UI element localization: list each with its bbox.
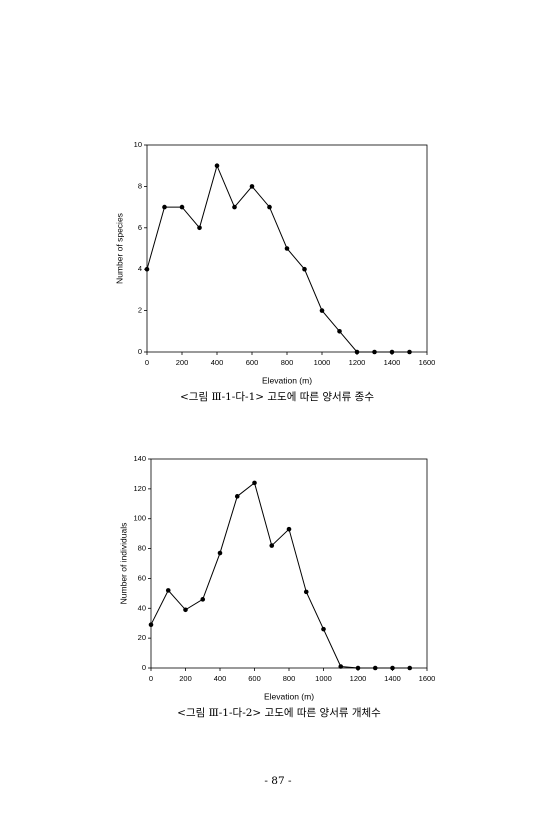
data-point	[390, 665, 395, 671]
x-tick-label: 400	[211, 358, 224, 367]
x-tick-label: 0	[145, 358, 149, 367]
y-axis-label: Number of individuals	[118, 523, 128, 605]
data-point	[162, 204, 167, 210]
data-point	[249, 184, 255, 189]
data-point	[286, 526, 292, 532]
x-axis-label: Elevation (m)	[262, 375, 312, 385]
data-point	[183, 607, 188, 613]
data-point	[337, 329, 342, 334]
x-tick-label: 0	[149, 674, 153, 683]
data-point	[197, 225, 202, 231]
y-tick-label: 60	[138, 573, 146, 582]
caption: <그림 Ⅲ-1-다-1> 고도에 따른 양서류 종수	[180, 391, 374, 403]
x-tick-label: 600	[246, 358, 259, 367]
data-point	[269, 543, 275, 548]
y-tick-label: 2	[138, 306, 142, 315]
page-number: - 87 -	[264, 775, 292, 787]
data-point	[234, 494, 240, 499]
x-tick-label: 800	[281, 358, 294, 367]
y-tick-label: 20	[138, 633, 146, 642]
data-point	[355, 665, 361, 671]
data-point	[165, 588, 171, 593]
data-point	[144, 266, 150, 272]
y-tick-label: 6	[138, 223, 142, 232]
x-tick-label: 1400	[384, 674, 401, 683]
y-tick-label: 0	[142, 663, 146, 672]
data-point	[354, 349, 360, 355]
data-point	[214, 163, 220, 168]
x-tick-label: 400	[214, 674, 227, 683]
x-tick-label: 600	[248, 674, 261, 683]
data-point	[302, 266, 307, 272]
x-tick-label: 800	[283, 674, 296, 683]
x-tick-label: 1200	[349, 358, 366, 367]
data-point	[232, 204, 237, 210]
data-point	[321, 626, 326, 632]
data-point	[338, 664, 344, 669]
y-tick-label: 140	[133, 454, 146, 463]
x-tick-label: 200	[176, 358, 189, 367]
data-point	[252, 480, 257, 486]
data-point	[179, 204, 185, 210]
y-tick-label: 4	[138, 264, 142, 273]
data-point	[407, 665, 413, 671]
y-tick-label: 120	[133, 484, 146, 493]
y-tick-label: 40	[138, 603, 146, 612]
x-axis-label: Elevation (m)	[264, 691, 314, 701]
data-point	[372, 349, 377, 355]
plot-frame	[150, 458, 428, 669]
y-axis-label: Number of species	[114, 213, 124, 284]
x-tick-label: 200	[179, 674, 192, 683]
y-tick-label: 100	[133, 514, 146, 523]
data-point	[148, 622, 154, 628]
data-point	[303, 589, 309, 595]
data-point	[284, 246, 290, 251]
caption: <그림 Ⅲ-1-다-2> 고도에 따른 양서류 개체수	[177, 707, 381, 719]
data-point	[217, 550, 223, 556]
data-point	[389, 349, 395, 355]
data-point	[267, 204, 272, 210]
x-tick-label: 1200	[350, 674, 367, 683]
data-point	[407, 349, 412, 355]
y-tick-label: 0	[138, 347, 142, 356]
data-point	[200, 597, 206, 602]
data-point	[319, 308, 325, 313]
x-tick-label: 1000	[314, 358, 331, 367]
y-tick-label: 10	[134, 140, 142, 149]
x-tick-label: 1600	[419, 358, 436, 367]
x-tick-label: 1400	[384, 358, 401, 367]
data-point	[372, 665, 378, 671]
x-tick-label: 1600	[419, 674, 436, 683]
y-tick-label: 80	[138, 544, 146, 553]
x-tick-label: 1000	[315, 674, 332, 683]
data-line	[150, 482, 410, 669]
y-tick-label: 8	[138, 181, 142, 190]
data-line	[146, 164, 410, 353]
